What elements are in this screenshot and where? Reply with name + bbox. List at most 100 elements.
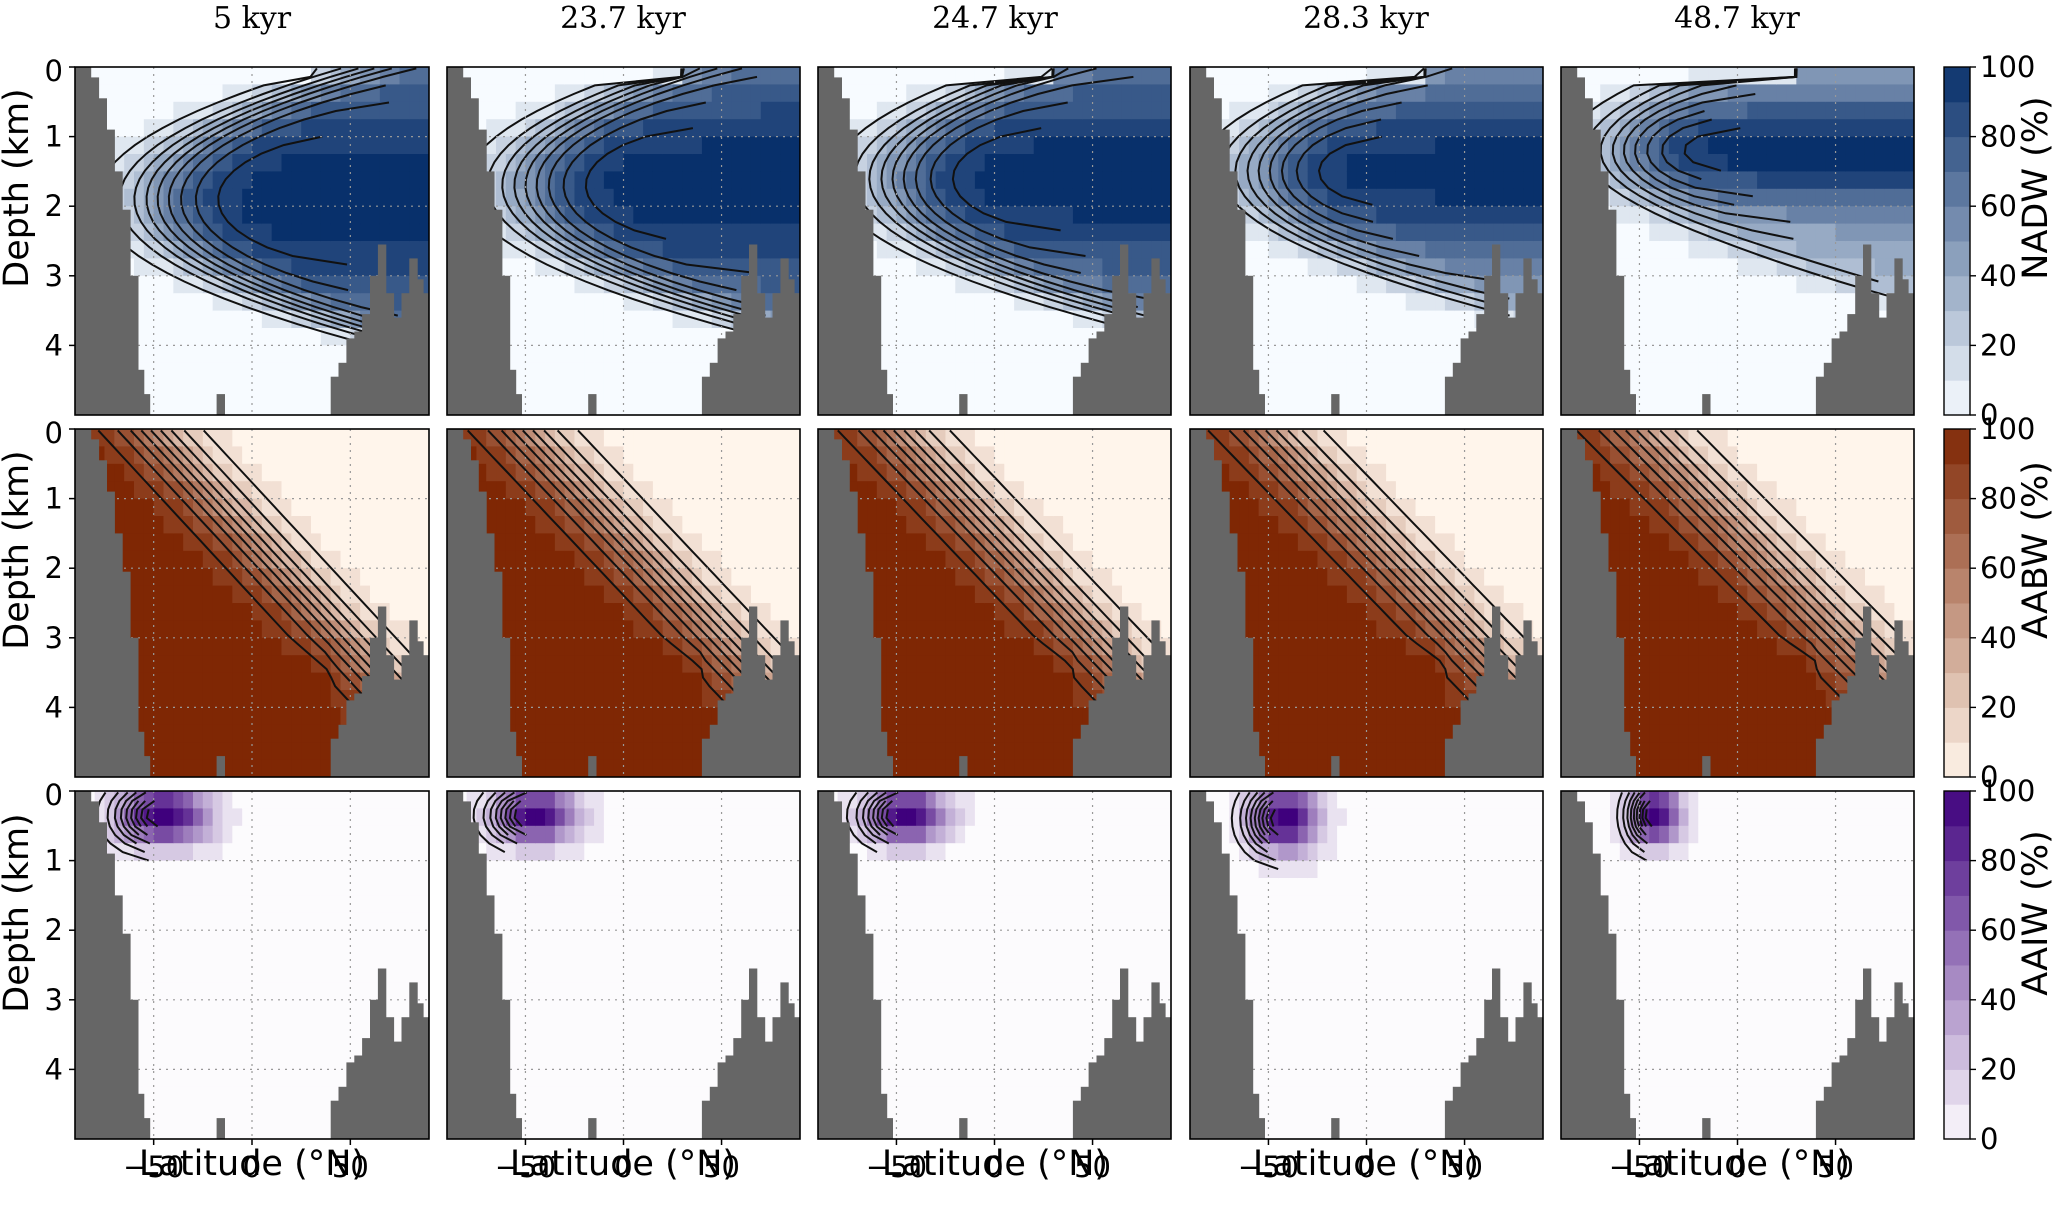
heatmap-cell [1004,293,1015,312]
heatmap-cell [212,672,224,691]
heatmap-cell [281,119,292,138]
heatmap-cell [1131,241,1143,259]
heatmap-cell [320,724,332,743]
heatmap-cell [320,759,332,777]
heatmap-cell [790,258,800,277]
heatmap-cell [760,188,772,207]
heatmap-cell [330,275,342,294]
heatmap-cell [780,101,791,120]
heatmap-cell [163,258,174,277]
heatmap-cell [173,446,184,465]
heatmap-cell [1580,67,1592,85]
heatmap-cell [143,585,155,604]
heatmap-cell [311,223,322,242]
heatmap-cell [594,136,605,155]
heatmap-cell [545,136,556,155]
heatmap-cell [1786,275,1797,294]
heatmap-cell [222,429,233,447]
heatmap-cell [554,759,566,777]
heatmap-cell [1072,328,1084,346]
heatmap-cell [409,568,420,587]
heatmap-cell [1023,345,1035,364]
heatmap-cell [1288,258,1299,277]
heatmap-cell [906,380,917,399]
heatmap-cell [643,568,654,587]
heatmap-cell [1288,188,1299,207]
heatmap-cell [301,429,312,447]
heatmap-cell [750,67,762,85]
heatmap-cell [311,275,322,294]
heatmap-cell [896,67,907,85]
heatmap-cell [545,171,556,190]
heatmap-cell [399,516,410,534]
heatmap-cell [505,328,517,346]
heatmap-cell [1678,328,1690,346]
heatmap-cell [330,672,342,691]
heatmap-cell [1815,345,1827,364]
heatmap-cell [1747,188,1758,207]
heatmap-cell [252,188,263,207]
heatmap-cell [399,258,410,277]
heatmap-cell [320,223,332,242]
heatmap-cell [1307,119,1319,138]
heatmap-cell [124,84,135,103]
heatmap-cell [1278,275,1289,294]
heatmap-cell [633,362,644,381]
heatmap-cell [896,293,907,312]
heatmap-cell [672,101,683,120]
heatmap-cell [564,380,576,399]
heatmap-cell [202,481,214,500]
heatmap-cell [770,241,781,259]
heatmap-cell [1435,362,1446,381]
heatmap-cell [193,67,204,85]
heatmap-cell [1835,101,1846,120]
heatmap-cell [906,84,917,103]
heatmap-cell [564,516,576,534]
heatmap-cell [320,742,332,761]
heatmap-cell [281,206,292,225]
heatmap-cell [633,154,644,172]
heatmap-cell [1766,154,1778,172]
heatmap-cell [682,136,693,155]
heatmap-cell [1513,171,1524,190]
heatmap-cell [183,463,194,482]
heatmap-cell [1864,84,1876,103]
heatmap-cell [886,362,898,381]
heatmap-cell [1014,223,1025,242]
heatmap-cell [1533,223,1543,242]
heatmap-cell [1072,171,1084,190]
heatmap-cell [1533,241,1543,259]
heatmap-cell [613,136,625,155]
heatmap-cell [1717,67,1729,85]
heatmap-cell [311,84,322,103]
heatmap-cell [545,568,556,587]
heatmap-cell [1141,119,1152,138]
heatmap-cell [770,171,781,190]
heatmap-cell [360,603,371,621]
heatmap-cell [242,293,253,312]
contour-line [524,67,766,317]
heatmap-cell [202,206,214,225]
heatmap-cell [633,136,644,155]
heatmap-cell [252,345,263,364]
heatmap-cell [780,119,791,138]
heatmap-cell [1405,67,1417,85]
heatmap-cell [193,206,204,225]
heatmap-cell [1649,119,1660,138]
heatmap-cell [1619,241,1631,259]
heatmap-cell [760,293,772,312]
heatmap-cell [925,84,937,103]
heatmap-cell [1659,136,1670,155]
heatmap-cell [974,310,986,329]
heatmap-cell [1278,345,1289,364]
heatmap-cell [222,498,233,517]
heatmap-cell [574,637,585,656]
heatmap-cell [379,188,391,207]
heatmap-cell [476,429,487,447]
heatmap-cell [193,481,204,500]
heatmap-cell [202,429,214,447]
heatmap-cell [399,533,410,552]
heatmap-cell [1845,101,1856,120]
heatmap-cell [906,67,917,85]
heatmap-cell [222,397,233,415]
